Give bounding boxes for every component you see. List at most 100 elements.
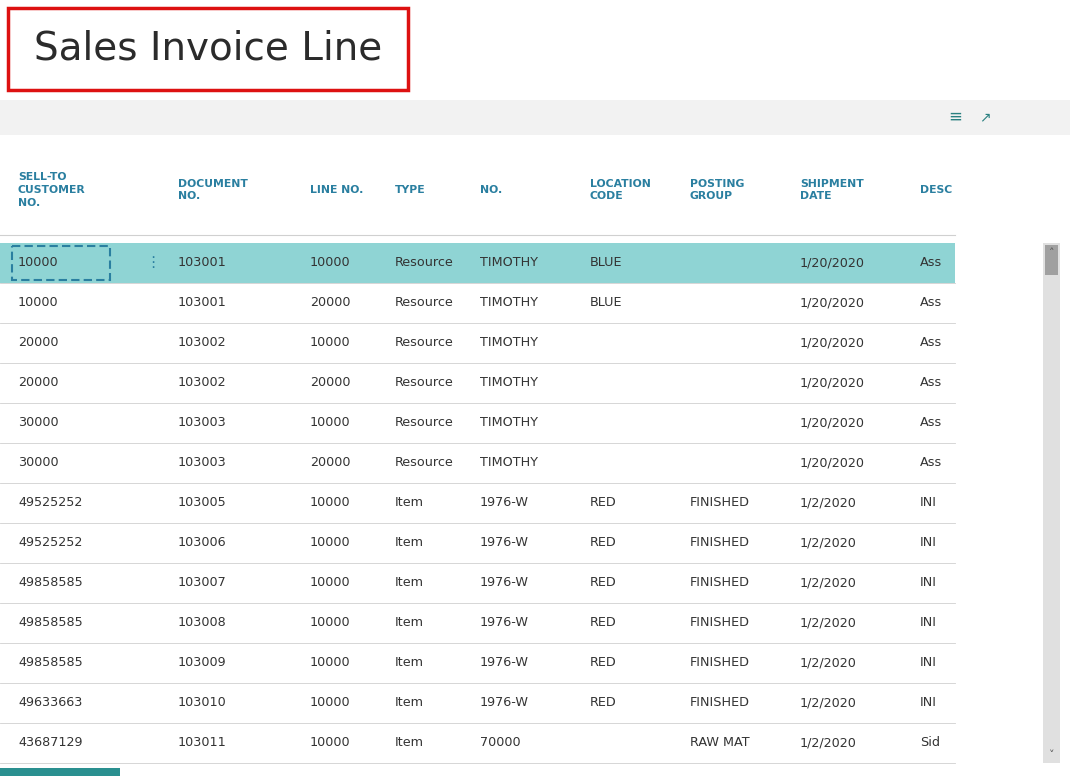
Text: 103003: 103003 <box>178 456 227 470</box>
Text: ˅: ˅ <box>1049 750 1054 760</box>
Text: ≡: ≡ <box>948 108 962 126</box>
Text: 30000: 30000 <box>18 417 59 430</box>
Text: RAW MAT: RAW MAT <box>690 736 750 750</box>
Bar <box>0 283 956 323</box>
Text: 1976-W: 1976-W <box>480 576 529 590</box>
Text: POSTING
GROUP: POSTING GROUP <box>690 179 745 201</box>
Text: Item: Item <box>395 697 424 710</box>
Text: RED: RED <box>590 497 616 509</box>
Text: NO.: NO. <box>480 185 502 195</box>
Text: 49858585: 49858585 <box>18 657 82 669</box>
Text: Resource: Resource <box>395 336 454 349</box>
Text: 49525252: 49525252 <box>18 537 82 549</box>
Text: DESC: DESC <box>920 185 952 195</box>
Text: TIMOTHY: TIMOTHY <box>480 336 538 349</box>
Text: 20000: 20000 <box>310 377 351 389</box>
Text: Ass: Ass <box>920 417 943 430</box>
Text: RED: RED <box>590 657 616 669</box>
Bar <box>1045 245 1058 275</box>
Text: FINISHED: FINISHED <box>690 497 750 509</box>
Text: 20000: 20000 <box>18 336 59 349</box>
Text: Resource: Resource <box>395 456 454 470</box>
Text: RED: RED <box>590 537 616 549</box>
Text: 1/20/2020: 1/20/2020 <box>800 257 865 270</box>
Text: Item: Item <box>395 736 424 750</box>
Bar <box>0 323 956 363</box>
Text: Sales Invoice Line: Sales Invoice Line <box>34 30 382 68</box>
Text: SELL-TO
CUSTOMER
NO.: SELL-TO CUSTOMER NO. <box>18 172 86 207</box>
Text: DOCUMENT
NO.: DOCUMENT NO. <box>178 179 248 201</box>
Text: FINISHED: FINISHED <box>690 697 750 710</box>
Text: 1976-W: 1976-W <box>480 657 529 669</box>
Text: 30000: 30000 <box>18 456 59 470</box>
Text: INI: INI <box>920 616 937 629</box>
Text: 103005: 103005 <box>178 497 227 509</box>
Text: 103003: 103003 <box>178 417 227 430</box>
Text: 10000: 10000 <box>310 616 351 629</box>
Text: 1976-W: 1976-W <box>480 497 529 509</box>
Text: Item: Item <box>395 616 424 629</box>
Text: INI: INI <box>920 537 937 549</box>
Text: 20000: 20000 <box>310 296 351 310</box>
Text: 1/20/2020: 1/20/2020 <box>800 417 865 430</box>
Text: LINE NO.: LINE NO. <box>310 185 364 195</box>
Text: 10000: 10000 <box>310 736 351 750</box>
Text: Ass: Ass <box>920 296 943 310</box>
Text: 10000: 10000 <box>310 497 351 509</box>
Text: 10000: 10000 <box>310 657 351 669</box>
Text: 10000: 10000 <box>310 697 351 710</box>
Text: 10000: 10000 <box>310 257 351 270</box>
Text: TIMOTHY: TIMOTHY <box>480 257 538 270</box>
Text: FINISHED: FINISHED <box>690 657 750 669</box>
Text: TYPE: TYPE <box>395 185 426 195</box>
Text: 103008: 103008 <box>178 616 227 629</box>
Text: 49525252: 49525252 <box>18 497 82 509</box>
Text: FINISHED: FINISHED <box>690 537 750 549</box>
Text: Sid: Sid <box>920 736 941 750</box>
Text: 10000: 10000 <box>310 576 351 590</box>
Text: INI: INI <box>920 576 937 590</box>
Text: 1/2/2020: 1/2/2020 <box>800 497 857 509</box>
Text: 10000: 10000 <box>18 296 59 310</box>
Text: 1/2/2020: 1/2/2020 <box>800 616 857 629</box>
Text: TIMOTHY: TIMOTHY <box>480 296 538 310</box>
Text: 10000: 10000 <box>310 417 351 430</box>
Bar <box>0 243 956 283</box>
Bar <box>0 483 956 523</box>
Bar <box>12 246 110 280</box>
Text: 1/20/2020: 1/20/2020 <box>800 377 865 389</box>
Text: 20000: 20000 <box>18 377 59 389</box>
Text: 43687129: 43687129 <box>18 736 82 750</box>
Text: TIMOTHY: TIMOTHY <box>480 456 538 470</box>
Text: TIMOTHY: TIMOTHY <box>480 417 538 430</box>
Text: Resource: Resource <box>395 377 454 389</box>
Bar <box>0 603 956 643</box>
Text: ↗: ↗ <box>979 110 991 124</box>
Text: 1/2/2020: 1/2/2020 <box>800 736 857 750</box>
Text: 103001: 103001 <box>178 296 227 310</box>
Text: 103002: 103002 <box>178 336 227 349</box>
Text: INI: INI <box>920 697 937 710</box>
Text: 1/2/2020: 1/2/2020 <box>800 537 857 549</box>
Text: 20000: 20000 <box>310 456 351 470</box>
Text: BLUE: BLUE <box>590 257 623 270</box>
Text: 103010: 103010 <box>178 697 227 710</box>
Text: TIMOTHY: TIMOTHY <box>480 377 538 389</box>
Text: 1976-W: 1976-W <box>480 616 529 629</box>
Text: FINISHED: FINISHED <box>690 616 750 629</box>
Text: 103011: 103011 <box>178 736 227 750</box>
Text: 1/2/2020: 1/2/2020 <box>800 657 857 669</box>
Text: 103009: 103009 <box>178 657 227 669</box>
Text: 49633663: 49633663 <box>18 697 82 710</box>
Bar <box>0 523 956 563</box>
Bar <box>7 8 408 90</box>
Text: 103006: 103006 <box>178 537 227 549</box>
Text: 49858585: 49858585 <box>18 576 82 590</box>
Text: FINISHED: FINISHED <box>690 576 750 590</box>
Bar <box>0 723 956 763</box>
Text: RED: RED <box>590 576 616 590</box>
Bar <box>0 683 956 723</box>
Text: Resource: Resource <box>395 296 454 310</box>
Bar <box>0 768 120 776</box>
Bar <box>0 100 1070 135</box>
